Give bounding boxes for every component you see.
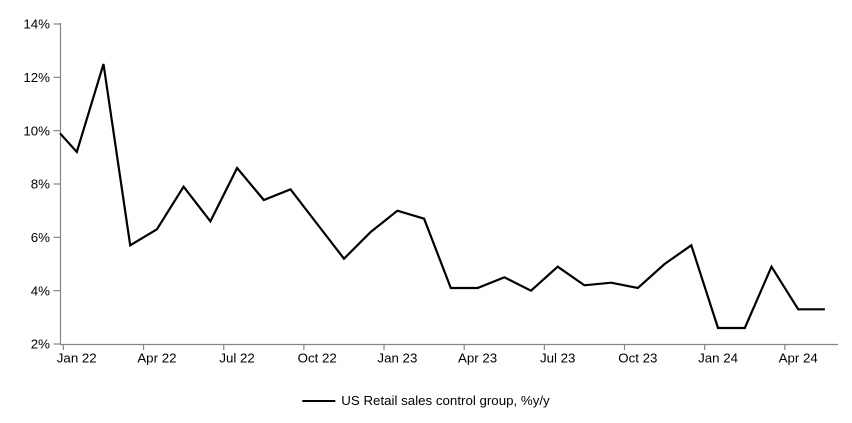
x-tick-label: Oct 23: [618, 351, 657, 366]
retail-sales-data-line: [59, 63, 825, 330]
y-tick-label: 2%: [31, 337, 50, 352]
x-tick-label: Apr 24: [779, 351, 818, 366]
y-tick-label: 10%: [23, 123, 50, 138]
x-tick-label: Jan 23: [377, 351, 417, 366]
y-tick-label: 12%: [23, 70, 50, 85]
y-tick-label: 6%: [31, 230, 50, 245]
x-tick-label: Jan 24: [698, 351, 738, 366]
x-tick-label: Apr 23: [458, 351, 497, 366]
legend-line-sample-icon: [302, 399, 336, 402]
y-tick-label: 14%: [23, 17, 50, 32]
y-tick-label: 4%: [31, 283, 50, 298]
x-tick-label: Jul 23: [540, 351, 575, 366]
x-tick-label: Oct 22: [298, 351, 337, 366]
x-tick-label: Jul 22: [219, 351, 254, 366]
legend-label: US Retail sales control group, %y/y: [341, 393, 550, 408]
x-tick-label: Jan 22: [57, 351, 97, 366]
y-tick-label: 8%: [31, 177, 50, 192]
chart-legend: US Retail sales control group, %y/y: [302, 393, 550, 408]
x-tick-label: Apr 22: [137, 351, 176, 366]
